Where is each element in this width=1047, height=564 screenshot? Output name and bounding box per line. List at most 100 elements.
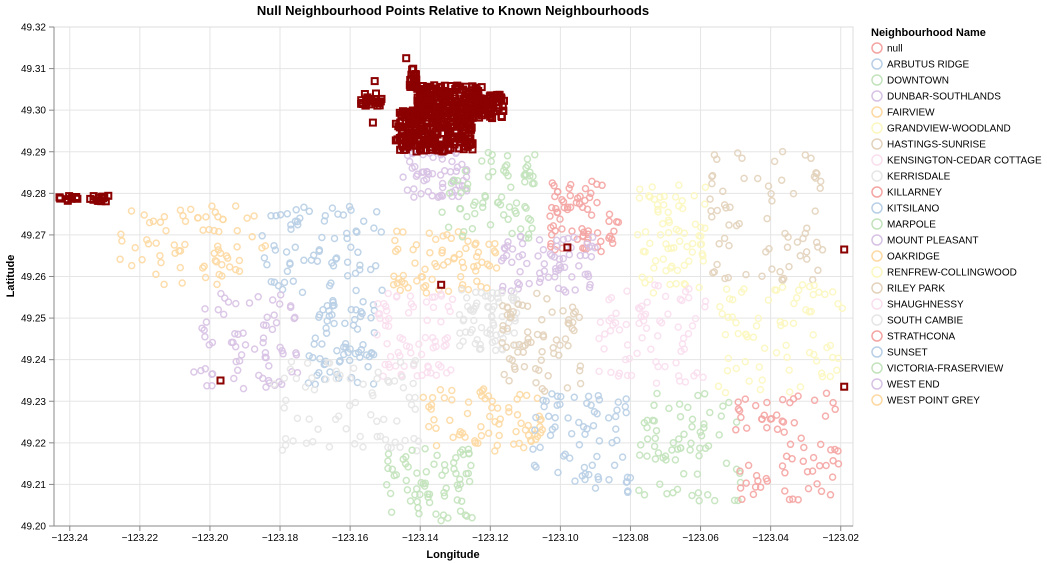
point-west-point-grey — [152, 270, 160, 279]
point-strathcona — [597, 247, 605, 256]
point-victoria-fraserview — [717, 412, 726, 420]
point-riley-park — [533, 330, 542, 339]
point-strathcona — [568, 227, 576, 235]
point-shaughnessy — [430, 293, 439, 301]
point-south-cambie — [471, 339, 480, 348]
point-strathcona — [558, 225, 566, 233]
point-victoria-fraserview — [669, 439, 678, 447]
point-mount-pleasant — [546, 250, 555, 258]
point-kerrisdale — [410, 434, 418, 443]
null-point — [56, 194, 65, 203]
point-west-point-grey — [145, 218, 154, 227]
point-grandview-woodland — [672, 225, 681, 234]
point-kensington-cedar-cottage — [654, 281, 663, 290]
point-strathcona — [566, 180, 575, 189]
point-kitsilano — [276, 210, 285, 219]
point-dunbar-southlands — [262, 383, 270, 391]
point-kerrisdale — [309, 437, 317, 446]
point-kitsilano — [283, 210, 292, 218]
point-kitsilano — [342, 229, 351, 238]
point-dunbar-southlands — [202, 318, 211, 326]
point-dunbar-southlands — [203, 382, 211, 390]
point-west-point-grey — [211, 256, 220, 265]
point-downtown — [526, 216, 535, 224]
point-sunset — [624, 487, 632, 495]
point-downtown — [486, 221, 495, 229]
point-sunset — [622, 408, 630, 417]
point-strathcona — [547, 239, 555, 248]
point-riley-park — [533, 289, 541, 298]
point-west-point-grey — [156, 251, 164, 260]
legend-label: null — [887, 44, 903, 55]
x-tick-label: −123.12 — [472, 533, 509, 544]
point-killarney — [797, 434, 805, 442]
point-kensington-cedar-cottage — [615, 326, 624, 334]
point-killarney — [756, 483, 765, 491]
point-oakridge — [432, 441, 441, 450]
point-renfrew-collingwood — [772, 348, 781, 357]
point-south-cambie — [498, 289, 506, 297]
x-tick-label: −123.04 — [752, 533, 789, 544]
point-west-end — [405, 157, 414, 166]
null-point — [100, 193, 109, 202]
point-dunbar-southlands — [292, 351, 301, 359]
point-kitsilano — [280, 278, 289, 287]
point-sunset — [583, 425, 591, 433]
point-south-cambie — [459, 316, 468, 325]
point-strathcona — [578, 225, 586, 233]
point-arbutus-ridge — [341, 339, 350, 348]
point-hastings-sunrise — [726, 203, 734, 212]
point-kerrisdale — [393, 417, 401, 425]
point-kensington-cedar-cottage — [688, 322, 697, 330]
point-marpole — [444, 514, 452, 522]
point-kensington-cedar-cottage — [647, 345, 655, 353]
point-mount-pleasant — [575, 262, 583, 270]
point-grandview-woodland — [667, 244, 675, 253]
point-killarney — [778, 417, 786, 425]
point-renfrew-collingwood — [794, 286, 803, 295]
point-west-point-grey — [212, 258, 221, 266]
point-oakridge — [536, 422, 544, 431]
point-fairview — [399, 271, 408, 280]
point-hastings-sunrise — [719, 187, 727, 196]
point-kensington-cedar-cottage — [596, 318, 605, 326]
point-kerrisdale — [314, 425, 322, 433]
point-west-point-grey — [162, 226, 170, 235]
point-west-end — [455, 181, 463, 189]
point-mount-pleasant — [508, 245, 517, 253]
point-grandview-woodland — [685, 257, 693, 265]
point-renfrew-collingwood — [778, 283, 787, 291]
point-oakridge — [509, 440, 518, 448]
point-victoria-fraserview — [650, 401, 658, 410]
point-sunset — [622, 395, 630, 403]
null-point — [453, 100, 462, 109]
null-point — [89, 195, 98, 204]
point-strathcona — [556, 215, 564, 223]
point-west-end — [420, 176, 428, 185]
point-killarney — [829, 398, 837, 407]
legend-symbol — [871, 282, 883, 294]
point-sunset — [540, 402, 548, 411]
point-kensington-cedar-cottage — [679, 334, 688, 343]
point-shaughnessy — [384, 289, 392, 298]
point-fairview — [420, 283, 428, 292]
legend-symbol — [871, 202, 883, 214]
point-hastings-sunrise — [733, 149, 742, 157]
point-marpole — [384, 464, 392, 473]
point-marpole — [413, 469, 421, 477]
point-mount-pleasant — [535, 236, 544, 244]
point-kensington-cedar-cottage — [622, 320, 631, 329]
point-kerrisdale — [359, 443, 367, 451]
point-mount-pleasant — [518, 239, 527, 248]
point-west-point-grey — [170, 241, 179, 249]
point-downtown — [505, 203, 514, 211]
null-point — [372, 89, 380, 98]
point-strathcona — [549, 222, 558, 230]
point-kitsilano — [328, 204, 337, 212]
point-killarney — [799, 457, 808, 466]
point-shaughnessy — [379, 372, 387, 380]
point-riley-park — [502, 343, 511, 351]
point-downtown — [487, 157, 495, 166]
null-point — [468, 139, 477, 148]
point-renfrew-collingwood — [783, 353, 791, 362]
